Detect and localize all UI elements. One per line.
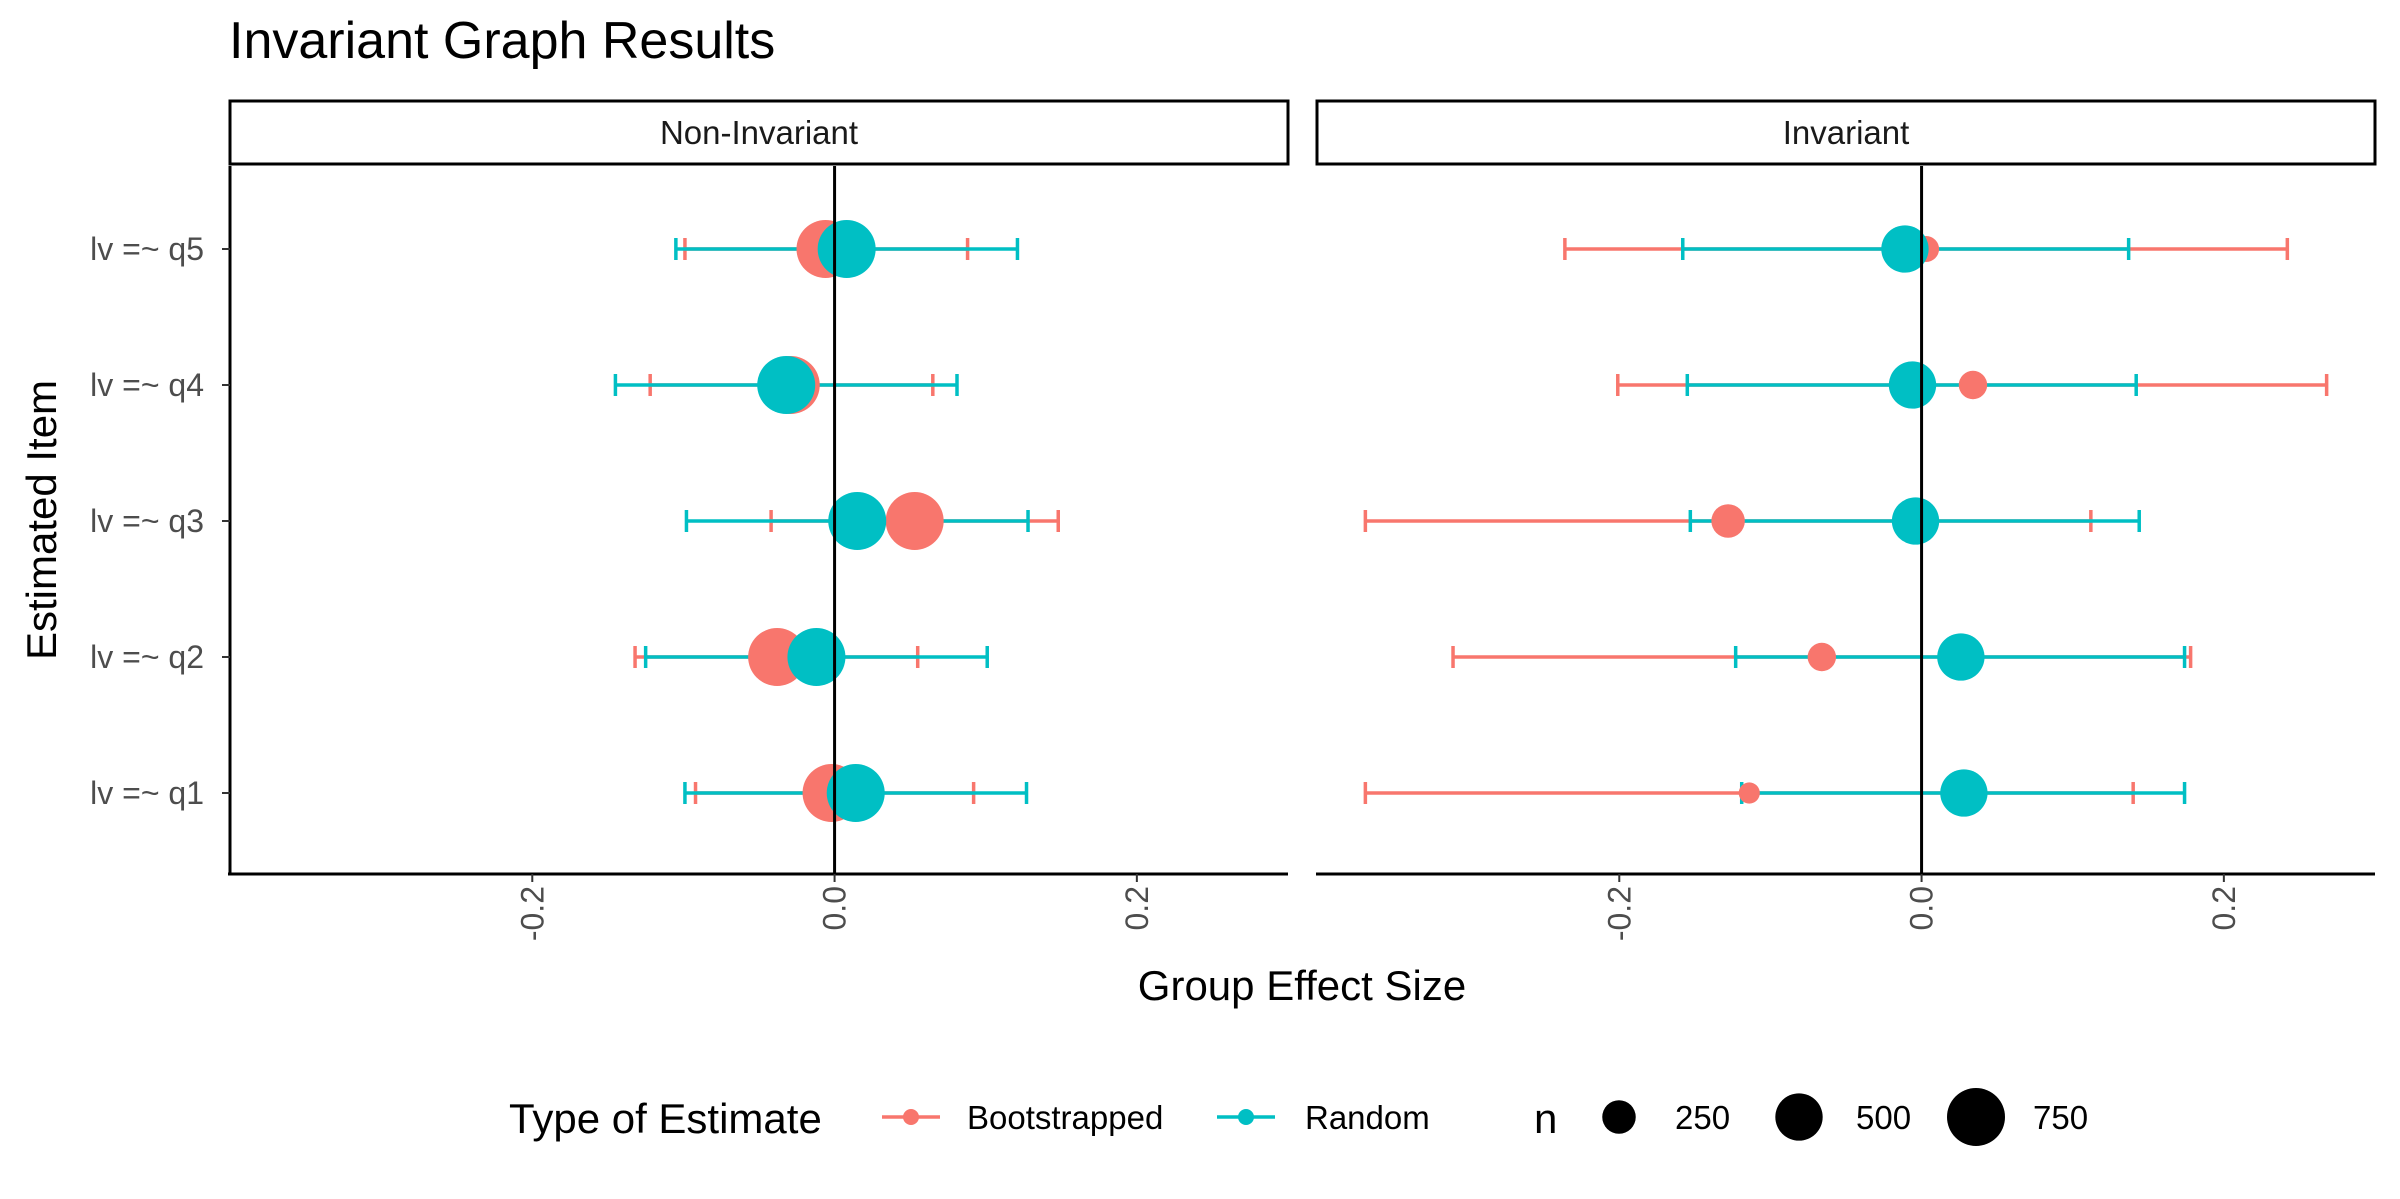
point-random — [757, 356, 816, 414]
point-random — [817, 220, 876, 278]
facet-strip-non-invariant: Non-Invariant — [228, 99, 1290, 166]
panel-non-invariant — [613, 166, 1061, 874]
legend-size-point — [1947, 1088, 2005, 1146]
facet-strip-label: Non-Invariant — [660, 114, 858, 151]
legend-label: Bootstrapped — [967, 1099, 1163, 1136]
point-random — [1891, 497, 1940, 545]
legend-color-title: Type of Estimate — [509, 1095, 822, 1142]
point-random — [826, 764, 885, 822]
legend-size-label: 750 — [2033, 1099, 2088, 1136]
legend-size-label: 250 — [1675, 1099, 1730, 1136]
legend-size-label: 500 — [1856, 1099, 1911, 1136]
x-tick-label: 0.2 — [1119, 886, 1155, 930]
y-tick-label: lv =~ q3 — [90, 503, 204, 539]
y-axis-ticks: lv =~ q1 lv =~ q2 lv =~ q3 lv =~ q4 lv =~ q5 — [90, 231, 230, 811]
point-random — [1937, 633, 1985, 681]
legend-size-entries: 250 500 750 — [1602, 1088, 2088, 1146]
y-tick-label: lv =~ q2 — [90, 639, 204, 675]
legend: Type of Estimate Bootstrapped Random n 25… — [509, 1088, 2088, 1146]
legend-size-point — [1602, 1100, 1636, 1134]
legend-color-entries: Bootstrapped Random — [882, 1099, 1430, 1136]
legend-size-item: 250 — [1602, 1099, 1730, 1136]
y-tick-label: lv =~ q4 — [90, 367, 204, 403]
x-tick-label: -0.2 — [1601, 886, 1637, 941]
y-tick-label: lv =~ q5 — [90, 231, 204, 267]
point-bootstrapped — [885, 492, 944, 550]
point-random — [1940, 769, 1988, 817]
x-axis-label: Group Effect Size — [1138, 962, 1466, 1009]
legend-key-point — [903, 1109, 919, 1125]
y-tick-label: lv =~ q1 — [90, 775, 204, 811]
point-random — [1888, 361, 1937, 409]
legend-key-point — [1238, 1109, 1254, 1125]
facet-strip-box — [1315, 99, 2377, 166]
point-random — [828, 492, 887, 550]
point-random — [1881, 225, 1929, 273]
facet-strip-invariant: Invariant — [1315, 99, 2377, 166]
facet-strip-box — [228, 99, 1290, 166]
legend-size-item: 750 — [1947, 1088, 2088, 1146]
x-axis-ticks: -0.2 0.0 0.2 -0.2 0.0 0.2 — [514, 874, 2242, 941]
point-bootstrapped — [1738, 782, 1760, 804]
legend-label: Random — [1305, 1099, 1430, 1136]
chart-title: Invariant Graph Results — [229, 12, 775, 70]
legend-item-random: Random — [1217, 1099, 1430, 1136]
x-tick-label: 0.0 — [1904, 886, 1940, 930]
x-tick-label: 0.0 — [817, 886, 853, 930]
point-bootstrapped — [1807, 642, 1837, 672]
y-axis-label: Estimated Item — [18, 380, 65, 660]
legend-size-item: 500 — [1775, 1093, 1911, 1141]
legend-size-title: n — [1534, 1095, 1557, 1142]
x-tick-label: 0.2 — [2206, 886, 2242, 930]
legend-item-bootstrapped: Bootstrapped — [882, 1099, 1163, 1136]
panel-invariant — [1363, 166, 2329, 874]
point-bootstrapped — [1958, 370, 1988, 400]
x-tick-label: -0.2 — [514, 886, 550, 941]
point-bootstrapped — [1711, 504, 1745, 538]
legend-size-point — [1775, 1093, 1823, 1141]
point-random — [787, 628, 846, 686]
facet-strip-label: Invariant — [1783, 114, 1910, 151]
